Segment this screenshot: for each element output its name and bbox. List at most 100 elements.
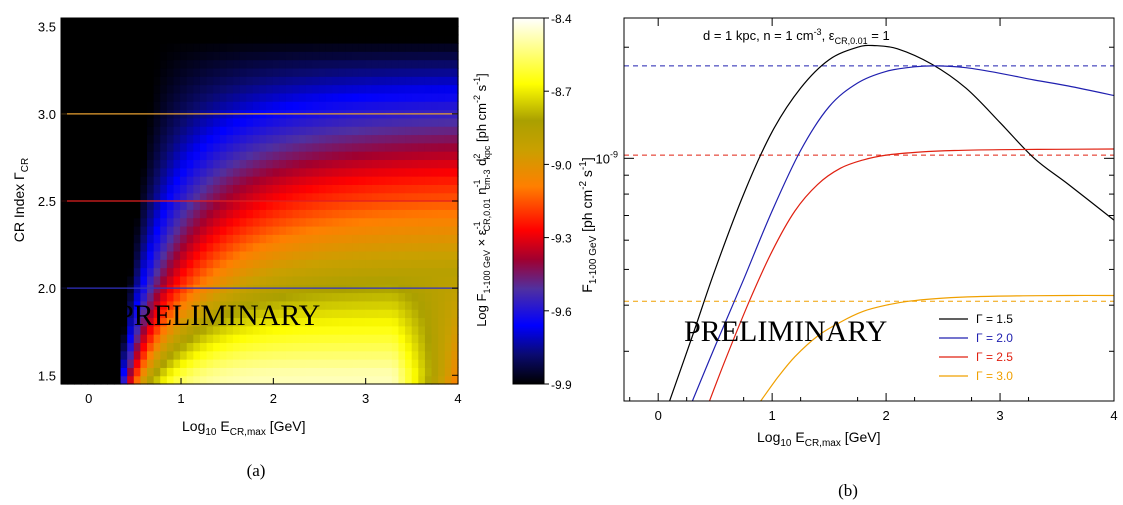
heatmap-cell [74,167,82,177]
heatmap-cell [405,18,413,27]
heatmap-cell [319,101,327,111]
heatmap-cell [252,192,261,202]
heatmap-cell [325,151,333,161]
heatmap-cell [378,359,386,368]
heatmap-cell [107,201,115,210]
heatmap-cell [239,242,247,252]
heatmap-cell [418,126,426,136]
heatmap-cell [127,92,135,102]
heatmap-cell [147,309,155,319]
heatmap-cell [113,126,122,136]
heatmap-cell [87,234,95,244]
heatmap-cell [100,117,108,127]
heatmap-cell [67,176,75,185]
heatmap-cell [272,217,280,227]
heatmap-cell [424,334,433,344]
heatmap-cell [431,176,439,185]
heatmap-cell [120,192,128,202]
heatmap-cell [299,84,307,94]
heatmap-cell [266,242,274,252]
heatmap-cell [332,275,340,285]
heatmap-cell [371,334,380,344]
heatmap-cell [391,317,400,327]
heatmap-cell [74,267,82,277]
heatmap-cell [299,159,307,169]
heatmap-cell [193,92,201,102]
heatmap-cell [193,134,201,144]
heatmap-cell [74,76,82,86]
heatmap-cell [213,350,221,360]
heatmap-cell [418,234,426,244]
heatmap-cell [312,92,320,102]
heatmap-cell [61,92,69,102]
heatmap-cell [67,300,75,310]
heatmap-cell [74,176,82,185]
heatmap-cell [133,101,141,111]
heatmap-cell [285,317,294,327]
heatmap-cell [338,375,347,385]
heatmap-cell [120,159,128,169]
heatmap-cell [80,142,89,152]
heatmap-cell [371,242,380,252]
heatmap-cell [153,267,161,277]
heatmap-cell [325,159,333,169]
heatmap-cell [206,325,214,335]
heatmap-cell [266,292,274,302]
heatmap-cell [305,126,314,136]
heatmap-cell [147,84,155,94]
heatmap-cell [80,317,89,327]
heatmap-cell [219,300,228,310]
heatmap-cell [279,18,287,27]
heatmap-cell [199,367,208,377]
heatmap-cell [338,59,347,69]
heatmap-cell [292,117,300,127]
heatmap-cell [213,225,221,235]
heatmap-cell [246,134,254,144]
heatmap-cell [272,209,280,219]
heatmap-cell [252,126,261,136]
heatmap-cell [371,217,380,227]
heatmap-cell [385,101,393,111]
heatmap-cell [338,234,347,244]
heatmap-cell [153,350,161,360]
heatmap-cell [140,176,148,185]
heatmap-cell [279,234,287,244]
heatmap-cell [199,267,208,277]
heatmap-cell [319,159,327,169]
heatmap-cell [371,51,380,61]
heatmap-cell [252,317,261,327]
heatmap-cell [305,167,314,177]
heatmap-cell [345,325,353,335]
heatmap-cell [206,159,214,169]
heatmap-cell [100,159,108,169]
heatmap-cell [87,151,95,161]
heatmap-cell [279,134,287,144]
heatmap-cell [206,359,214,368]
heatmap-cell [120,342,128,352]
heatmap-cell [405,159,413,169]
heatmap-cell [299,250,307,260]
heatmap-cell [74,309,82,319]
heatmap-cell [233,42,241,52]
heatmap-cell [352,367,360,377]
heatmap-cell [272,18,280,27]
heatmap-cell [279,334,287,344]
heatmap-cell [411,134,419,144]
heatmap-cell [411,192,419,202]
heatmap-cell [186,101,194,111]
heatmap-cell [352,209,360,219]
heatmap-cell [411,309,419,319]
heatmap-cell [279,92,287,102]
heatmap-cell [365,300,373,310]
heatmap-cell [127,325,135,335]
heatmap-cell [398,325,406,335]
heatmap-cell [338,134,347,144]
heatmap-cell [279,59,287,69]
heatmap-cell [61,176,69,185]
heatmap-cell [226,317,234,327]
heatmap-cell [338,192,347,202]
heatmap-cell [173,217,181,227]
heatmap-cell [305,34,314,44]
heatmap-cell [259,192,267,202]
